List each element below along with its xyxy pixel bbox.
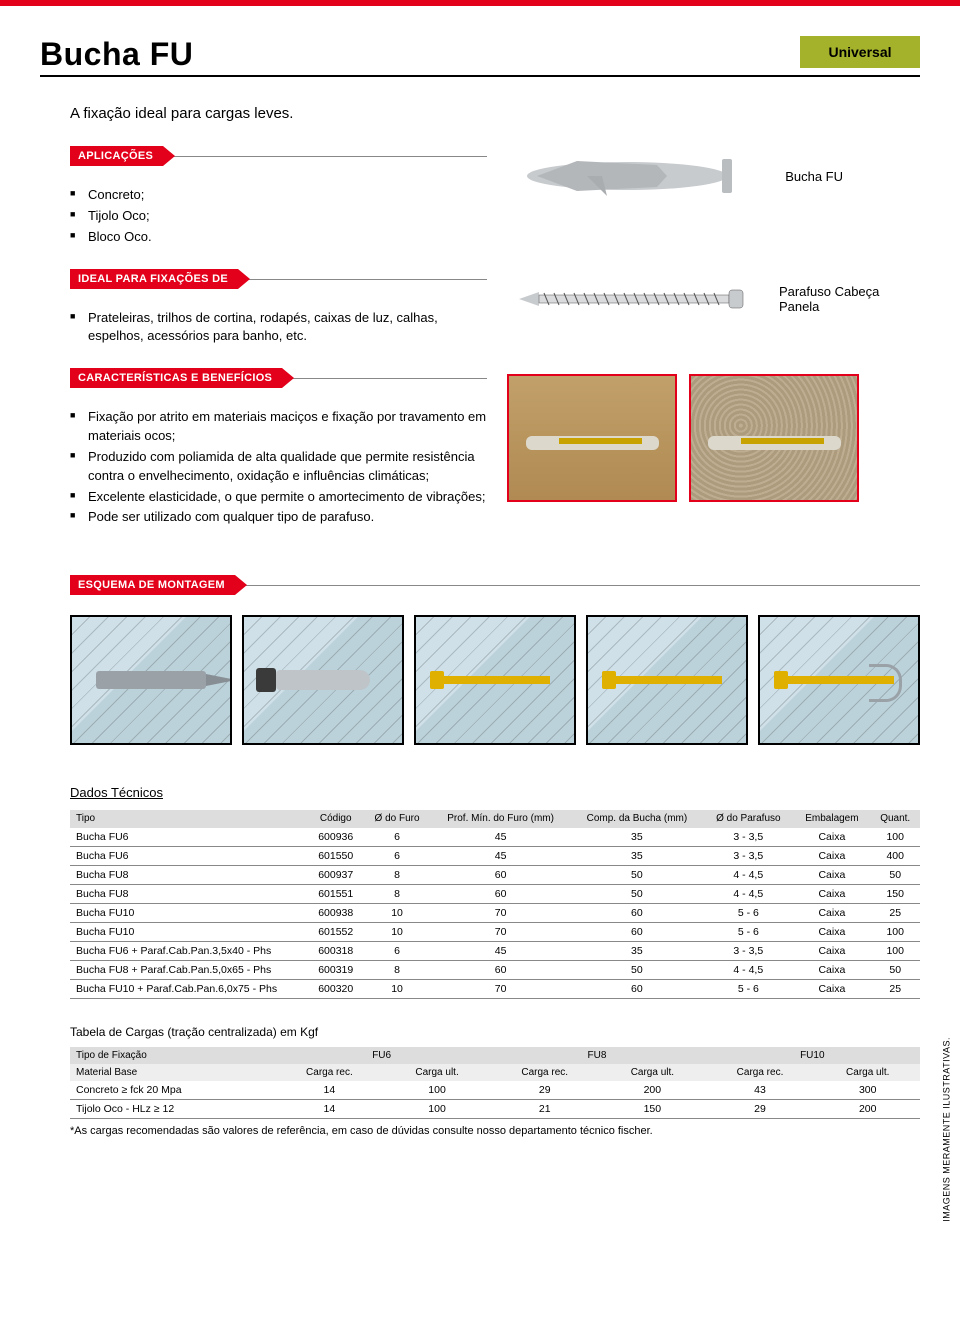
- col-codigo: Código: [308, 810, 363, 828]
- list-item: Tijolo Oco;: [70, 207, 487, 226]
- bucha-illustration: [507, 146, 767, 206]
- sub-ult: Carga ult.: [600, 1064, 705, 1081]
- table-row: Bucha FU106009381070605 - 6Caixa25: [70, 903, 920, 922]
- list-item: Bloco Oco.: [70, 228, 487, 247]
- bucha-caption: Bucha FU: [785, 169, 843, 184]
- page-title: Bucha FU: [40, 36, 193, 73]
- applications-row: APLICAÇÕES Concreto; Tijolo Oco; Bloco O…: [40, 146, 920, 269]
- group-fu6: FU6: [274, 1047, 489, 1064]
- col-parafuso: Ø do Parafuso: [703, 810, 793, 828]
- photo-solid-material: [507, 374, 677, 502]
- group-fu10: FU10: [705, 1047, 920, 1064]
- list-item: Prateleiras, trilhos de cortina, rodapés…: [70, 309, 487, 347]
- sub-rec: Carga rec.: [705, 1064, 816, 1081]
- loads-title: Tabela de Cargas (tração centralizada) e…: [70, 1025, 920, 1039]
- photo-hollow-material: [689, 374, 859, 502]
- list-item: Fixação por atrito em materiais maciços …: [70, 408, 487, 446]
- subtitle: A fixação ideal para cargas leves.: [70, 105, 920, 122]
- table-row: Tijolo Oco - HLz ≥ 12141002115029200: [70, 1099, 920, 1118]
- loads-table: Tipo de Fixação FU6 FU8 FU10 Material Ba…: [70, 1047, 920, 1119]
- table-row: Bucha FU8 + Paraf.Cab.Pan.5,0x65 - Phs60…: [70, 960, 920, 979]
- list-item: Produzido com poliamida de alta qualidad…: [70, 448, 487, 486]
- col-comp: Comp. da Bucha (mm): [571, 810, 704, 828]
- page-content: Bucha FU Universal A fixação ideal para …: [0, 6, 960, 1157]
- col-furo: Ø do Furo: [363, 810, 430, 828]
- application-photos: [507, 374, 920, 502]
- product-figure: Bucha FU: [507, 146, 920, 206]
- dados-title: Dados Técnicos: [70, 785, 920, 800]
- screw-caption: Parafuso Cabeça Panela: [779, 284, 920, 314]
- ideal-list: Prateleiras, trilhos de cortina, rodapés…: [70, 309, 487, 347]
- sub-rec: Carga rec.: [274, 1064, 385, 1081]
- aplicacoes-list: Concreto; Tijolo Oco; Bloco Oco.: [70, 186, 487, 247]
- col-material-base: Material Base: [70, 1064, 274, 1081]
- sub-ult: Carga ult.: [385, 1064, 490, 1081]
- list-item: Concreto;: [70, 186, 487, 205]
- section-label-esquema: ESQUEMA DE MONTAGEM: [70, 575, 235, 595]
- category-badge: Universal: [800, 36, 920, 68]
- col-tipo: Tipo: [70, 810, 308, 828]
- caracteristicas-list: Fixação por atrito em materiais maciços …: [70, 408, 487, 527]
- sub-rec: Carga rec.: [489, 1064, 600, 1081]
- group-fu8: FU8: [489, 1047, 704, 1064]
- illustrative-images-note: IMAGENS MERAMENTE ILUSTRATIVAS.: [942, 1037, 952, 1222]
- step-tighten-hollow: [758, 615, 920, 745]
- screw-illustration: [507, 269, 761, 329]
- table-row: Concreto ≥ fck 20 Mpa141002920043300: [70, 1081, 920, 1100]
- list-item: Pode ser utilizado com qualquer tipo de …: [70, 508, 487, 527]
- step-tighten-solid: [586, 615, 748, 745]
- caracteristicas-row: CARACTERÍSTICAS E BENEFÍCIOS Fixação por…: [40, 368, 920, 549]
- step-drill: [70, 615, 232, 745]
- list-item: Excelente elasticidade, o que permite o …: [70, 488, 487, 507]
- technical-data-table: Tipo Código Ø do Furo Prof. Mín. do Furo…: [70, 810, 920, 999]
- assembly-steps: [70, 615, 920, 745]
- step-insert-plug: [242, 615, 404, 745]
- col-prof: Prof. Mín. do Furo (mm): [431, 810, 571, 828]
- sub-ult: Carga ult.: [815, 1064, 920, 1081]
- table-row: Bucha FU6 + Paraf.Cab.Pan.3,5x40 - Phs60…: [70, 941, 920, 960]
- col-tipo-fixacao: Tipo de Fixação: [70, 1047, 274, 1064]
- section-label-caracteristicas: CARACTERÍSTICAS E BENEFÍCIOS: [70, 368, 282, 388]
- table-row: Bucha FU8601551860504 - 4,5Caixa150: [70, 884, 920, 903]
- table-row: Bucha FU106015521070605 - 6Caixa100: [70, 922, 920, 941]
- screw-figure: Parafuso Cabeça Panela: [507, 269, 920, 329]
- loads-footnote: *As cargas recomendadas são valores de r…: [70, 1125, 920, 1137]
- table-row: Bucha FU6601550645353 - 3,5Caixa400: [70, 846, 920, 865]
- ideal-row: IDEAL PARA FIXAÇÕES DE Prateleiras, tril…: [40, 269, 920, 369]
- table-row: Bucha FU6600936645353 - 3,5Caixa100: [70, 828, 920, 847]
- section-label-ideal: IDEAL PARA FIXAÇÕES DE: [70, 269, 238, 289]
- table-row: Bucha FU8600937860504 - 4,5Caixa50: [70, 865, 920, 884]
- section-label-aplicacoes: APLICAÇÕES: [70, 146, 163, 166]
- table-row: Bucha FU10 + Paraf.Cab.Pan.6,0x75 - Phs6…: [70, 979, 920, 998]
- step-insert-screw: [414, 615, 576, 745]
- title-row: Bucha FU Universal: [40, 36, 920, 77]
- col-embalagem: Embalagem: [793, 810, 870, 828]
- col-quant: Quant.: [870, 810, 920, 828]
